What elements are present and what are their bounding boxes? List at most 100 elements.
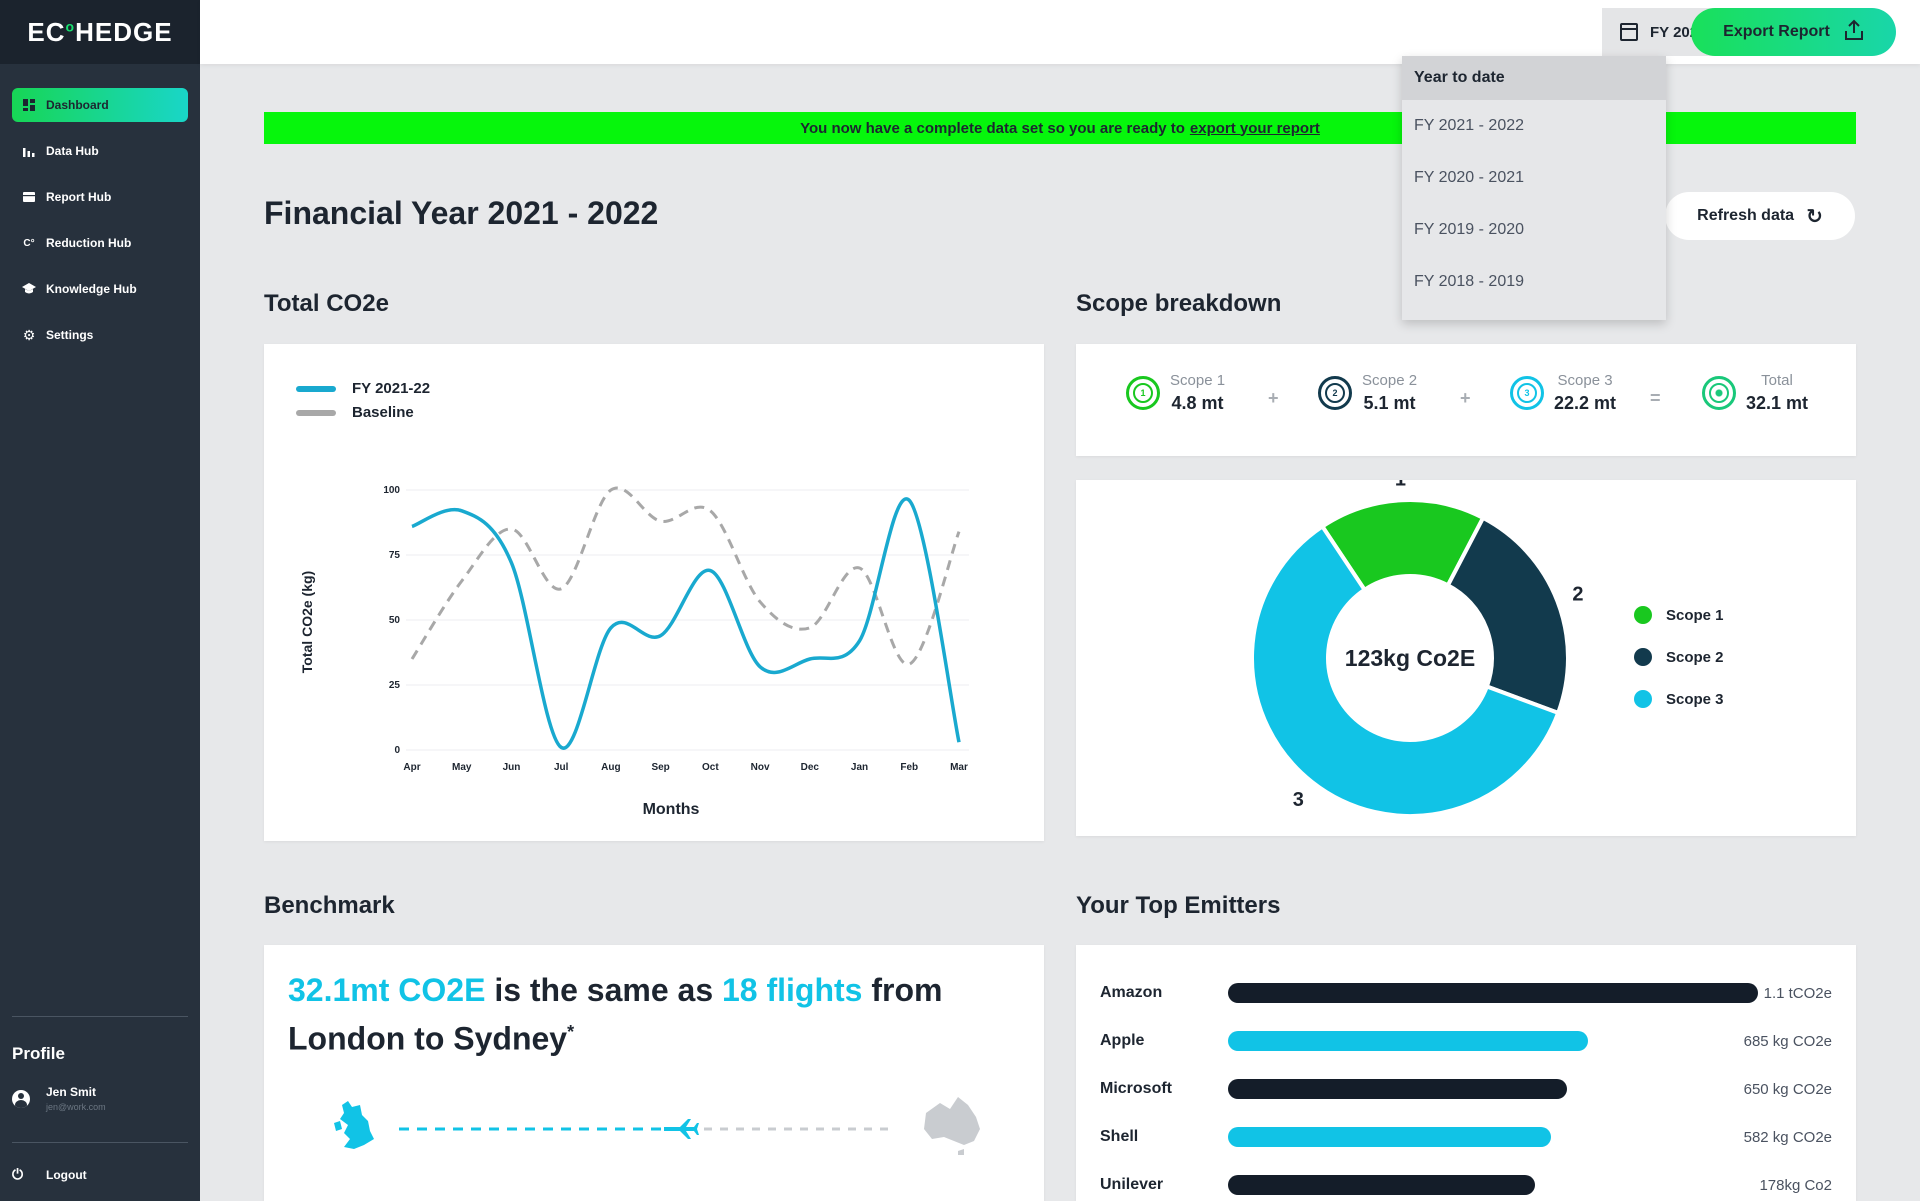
emitter-value: 685 kg CO2e [1743,1032,1832,1050]
legend-label: Scope 3 [1666,690,1724,708]
scope-label: Scope 3 [1557,372,1613,389]
dropdown-option-fy-2020-2021[interactable]: FY 2020 - 2021 [1414,169,1525,186]
emitter-bar-track [1228,983,1758,1003]
export-report-link[interactable]: export your report [1189,119,1320,137]
dropdown-option-fy-2019-2020[interactable]: FY 2019 - 2020 [1414,221,1525,238]
sidebar-divider [12,1142,188,1143]
dropdown-option-fy-2021-2022[interactable]: FY 2021 - 2022 [1414,117,1525,134]
sidebar-item-report-hub[interactable]: Report Hub [12,180,188,214]
benchmark-heading: Benchmark [264,892,395,919]
equals-sign: = [1650,388,1661,408]
bar-chart-icon [22,144,36,158]
donut-slice-scope-2[interactable] [1445,515,1570,716]
emitter-bar-track [1228,1079,1758,1099]
donut-legend-item: Scope 1 [1634,606,1724,624]
donut-legend-item: Scope 3 [1634,690,1724,708]
sidebar-item-data-hub[interactable]: Data Hub [12,134,188,168]
emitter-name: Apple [1100,1032,1145,1049]
sidebar-item-label: Dashboard [46,98,109,112]
donut-slice-scope-1[interactable] [1319,498,1486,593]
y-tick-label: 75 [389,550,401,561]
footnote-mark: * [567,1022,575,1042]
legend-dot [1634,648,1652,666]
emitter-row: Microsoft 650 kg CO2e [1100,1077,1832,1101]
benchmark-card: 32.1mt CO2E is the same as 18 flights fr… [264,945,1044,1201]
dashboard-grid-icon [22,98,36,112]
benchmark-flights-highlight: 18 flights [722,972,863,1008]
emitter-row: Amazon 1.1 tCO2e [1100,981,1832,1005]
sidebar-item-dashboard[interactable]: Dashboard [12,88,188,122]
scope-summary-card: 1 Scope 1 4.8 mt + 2 Scope 2 5.1 mt + 3 … [1076,344,1856,456]
emitter-value: 178kg Co2 [1759,1176,1832,1194]
dropdown-option-year-to-date[interactable]: Year to date [1402,56,1666,100]
sidebar: ECoHEDGE Dashboard Data Hub Report Hub C… [0,0,200,1201]
scope-2-ring-icon: 2 [1318,376,1352,410]
y-axis-label: Total CO2e (kg) [299,571,315,673]
total-summary: Total 32.1 mt [1702,372,1808,414]
sidebar-item-label: Report Hub [46,190,112,204]
user-name: Jen Smit [46,1085,97,1099]
x-tick-label: Mar [950,762,968,773]
legend-label: Scope 2 [1666,648,1724,666]
emitter-name: Microsoft [1100,1080,1172,1097]
user-email: jen@work.com [46,1102,106,1112]
x-tick-label: Feb [900,762,918,773]
logout-button[interactable]: ⏻ Logout [12,1166,87,1183]
y-tick-label: 25 [389,680,401,691]
series-line-fy-2021-22 [411,497,961,750]
refresh-label: Refresh data [1697,207,1795,224]
legend-dot [1634,606,1652,624]
export-report-button[interactable]: Export Report [1691,8,1896,56]
x-axis-label: Months [643,801,700,818]
scope-label: Scope 2 [1362,372,1418,389]
emitter-row: Unilever 178kg Co2 [1100,1173,1832,1197]
legend-label: Baseline [352,404,414,421]
emitter-bar-track [1228,1031,1758,1051]
refresh-data-button[interactable]: Refresh data ↻ [1665,192,1855,240]
scope-1-summary: 1 Scope 1 4.8 mt [1126,372,1225,414]
banner-text: You now have a complete data set so you … [800,119,1185,137]
sidebar-item-reduction-hub[interactable]: C° Reduction Hub [12,226,188,260]
calendar-icon [1620,23,1638,41]
scope-2-summary: 2 Scope 2 5.1 mt [1318,372,1417,414]
fy-dropdown-menu: Year to date FY 2021 - 2022 FY 2020 - 20… [1402,56,1666,320]
donut-slice-scope-3[interactable] [1250,523,1561,818]
profile-user[interactable]: Jen Smit jen@work.com [12,1085,106,1112]
sidebar-item-settings[interactable]: ⚙ Settings [12,318,188,352]
emitter-row: Shell 582 kg CO2e [1100,1125,1832,1149]
emitter-bar-track [1228,1175,1758,1195]
sidebar-nav: Dashboard Data Hub Report Hub C° Reducti… [0,64,200,352]
scope-value: 4.8 mt [1171,393,1224,413]
scope-3-number: 3 [1517,383,1537,403]
scope-2-number: 2 [1325,383,1345,403]
sidebar-item-knowledge-hub[interactable]: Knowledge Hub [12,272,188,306]
benchmark-statement: 32.1mt CO2E is the same as 18 flights fr… [288,969,988,1060]
dropdown-option-fy-2018-2019[interactable]: FY 2018 - 2019 [1414,273,1525,290]
y-tick-label: 100 [383,485,400,496]
app-logo[interactable]: ECoHEDGE [27,16,173,47]
legend-dot [1634,690,1652,708]
donut-center-label: 123kg Co2E [1345,645,1475,671]
legend-swatch [296,409,336,416]
total-co2e-heading: Total CO2e [264,290,389,317]
y-tick-label: 50 [389,615,401,626]
scope-breakdown-heading: Scope breakdown [1076,290,1282,317]
legend-label: Scope 1 [1666,606,1724,624]
emitter-name: Unilever [1100,1176,1164,1193]
benchmark-co2-highlight: 32.1mt CO2E [288,972,486,1008]
top-bar: FY 2021-22 Export Report [200,0,1920,64]
emitter-name: Amazon [1100,984,1163,1001]
legend-item: FY 2021-22 [296,380,430,397]
emitter-bar [1228,1079,1568,1099]
emitter-value: 1.1 tCO2e [1763,984,1832,1002]
series-line-baseline [410,486,961,666]
export-report-label: Export Report [1723,23,1830,40]
report-icon [22,190,36,204]
power-icon: ⏻ [12,1166,24,1182]
scope-value: 5.1 mt [1363,393,1416,413]
scope-1-ring-icon: 1 [1126,376,1160,410]
avatar [12,1089,30,1108]
x-tick-label: Dec [801,762,820,773]
x-tick-label: Sep [651,762,669,773]
emitter-bar [1228,1031,1589,1051]
